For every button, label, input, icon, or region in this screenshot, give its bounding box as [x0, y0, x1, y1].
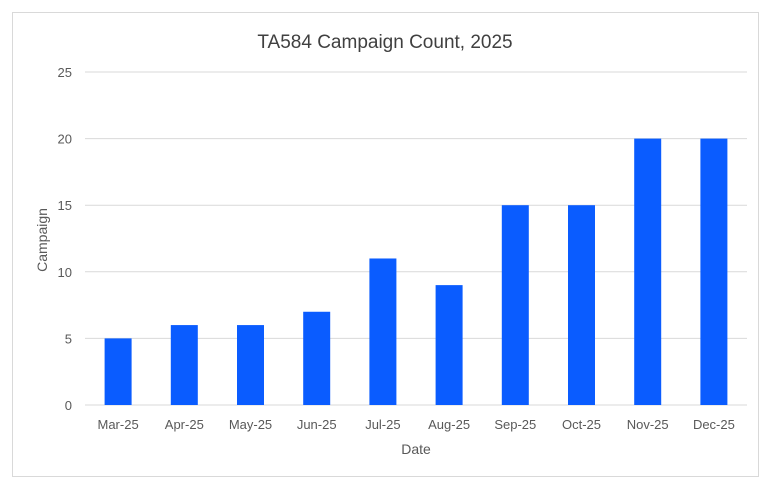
bar-May-25 [237, 325, 264, 405]
x-tick-label: Sep-25 [494, 417, 536, 432]
bar-Aug-25 [435, 285, 463, 405]
x-tick-label: Aug-25 [428, 417, 470, 432]
x-tick-label: Jun-25 [297, 417, 337, 432]
y-tick-label: 20 [58, 132, 72, 147]
y-axis-label: Campaign [34, 208, 50, 272]
x-tick-label: Jul-25 [365, 417, 400, 432]
x-axis-label: Date [401, 441, 431, 457]
bar-Sep-25 [501, 205, 529, 405]
x-tick-label: May-25 [229, 417, 272, 432]
bar-Dec-25 [700, 138, 728, 405]
y-tick-label: 10 [58, 265, 72, 280]
y-tick-label: 5 [65, 331, 72, 346]
y-tick-label: 25 [58, 65, 72, 80]
x-tick-label: Apr-25 [165, 417, 204, 432]
bar-Oct-25 [568, 205, 595, 405]
bar-Nov-25 [634, 138, 662, 405]
x-tick-label: Dec-25 [693, 417, 735, 432]
chart-title: TA584 Campaign Count, 2025 [257, 32, 512, 53]
x-tick-label: Mar-25 [98, 417, 139, 432]
x-tick-label: Nov-25 [627, 417, 669, 432]
y-tick-label: 15 [58, 198, 72, 213]
x-tick-label: Oct-25 [562, 417, 601, 432]
bar-Mar-25 [104, 338, 132, 405]
bar-Jul-25 [369, 258, 397, 405]
bar-Jun-25 [303, 311, 331, 405]
bar-Apr-25 [170, 325, 198, 405]
y-tick-label: 0 [65, 398, 72, 413]
chart-frame [12, 12, 759, 477]
